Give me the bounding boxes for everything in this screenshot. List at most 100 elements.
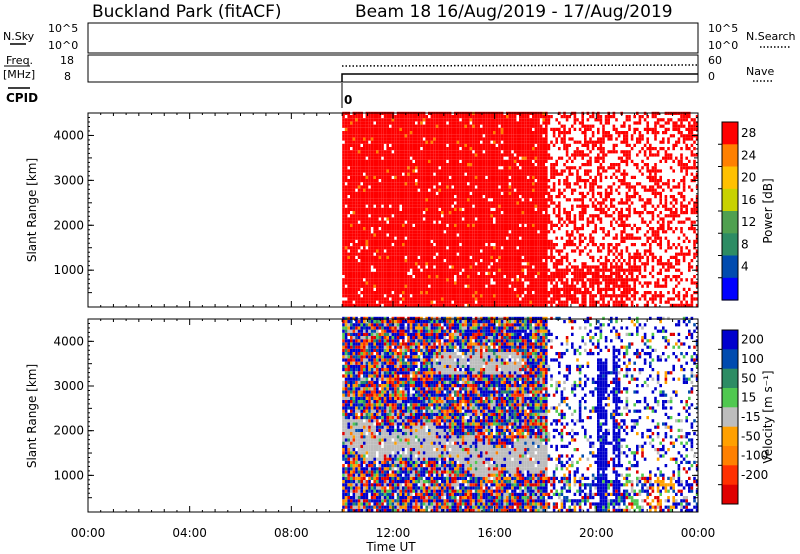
data-cell bbox=[389, 147, 392, 150]
data-cell bbox=[516, 189, 519, 192]
data-cell bbox=[509, 265, 512, 268]
data-cell bbox=[485, 198, 488, 201]
data-cell bbox=[509, 256, 512, 259]
data-cell bbox=[358, 169, 361, 172]
data-cell bbox=[449, 224, 452, 227]
data-cell bbox=[376, 160, 379, 163]
data-cell bbox=[423, 278, 426, 281]
data-cell bbox=[451, 195, 454, 198]
data-cell bbox=[537, 134, 540, 137]
data-cell bbox=[490, 288, 493, 291]
data-cell bbox=[555, 291, 558, 294]
data-cell bbox=[522, 157, 525, 160]
data-cell bbox=[381, 166, 384, 169]
data-cell bbox=[412, 253, 415, 256]
data-cell bbox=[342, 262, 345, 265]
data-cell bbox=[506, 275, 509, 278]
data-cell bbox=[436, 217, 439, 220]
data-cell bbox=[381, 131, 384, 134]
data-cell bbox=[446, 249, 449, 252]
data-cell bbox=[384, 173, 387, 176]
data-cell bbox=[475, 163, 478, 166]
data-cell bbox=[535, 217, 538, 220]
data-cell bbox=[360, 134, 363, 137]
data-cell bbox=[454, 211, 457, 214]
data-cell bbox=[477, 118, 480, 121]
data-cell bbox=[386, 166, 389, 169]
data-cell bbox=[579, 214, 582, 217]
data-cell bbox=[412, 301, 415, 304]
data-cell bbox=[446, 176, 449, 179]
data-cell bbox=[425, 141, 428, 144]
data-cell bbox=[425, 128, 428, 131]
data-cell bbox=[355, 230, 358, 233]
data-cell bbox=[472, 176, 475, 179]
data-cell bbox=[470, 285, 473, 288]
data-cell bbox=[490, 128, 493, 131]
data-cell bbox=[410, 221, 413, 224]
data-cell bbox=[371, 211, 374, 214]
data-cell bbox=[410, 249, 413, 252]
data-cell bbox=[529, 166, 532, 169]
data-cell bbox=[358, 208, 361, 211]
data-cell bbox=[436, 256, 439, 259]
data-cell bbox=[420, 118, 423, 121]
data-cell bbox=[376, 269, 379, 272]
data-cell bbox=[529, 169, 532, 172]
data-cell bbox=[516, 265, 519, 268]
data-cell bbox=[425, 237, 428, 240]
data-cell bbox=[436, 141, 439, 144]
data-cell bbox=[433, 176, 436, 179]
data-cell bbox=[485, 125, 488, 128]
data-cell bbox=[444, 185, 447, 188]
data-cell bbox=[410, 182, 413, 185]
data-cell bbox=[423, 288, 426, 291]
data-cell bbox=[423, 173, 426, 176]
data-cell bbox=[462, 157, 465, 160]
data-cell bbox=[475, 249, 478, 252]
data-cell bbox=[355, 198, 358, 201]
sky-panel: N.Sky 10^5 10^0 10^5 10^0 N.Search bbox=[3, 22, 796, 53]
data-cell bbox=[386, 256, 389, 259]
data-cell bbox=[418, 153, 421, 156]
data-cell bbox=[501, 278, 504, 281]
data-cell bbox=[498, 150, 501, 153]
data-cell bbox=[537, 224, 540, 227]
data-cell bbox=[506, 214, 509, 217]
data-cell bbox=[475, 198, 478, 201]
data-cell bbox=[506, 249, 509, 252]
data-cell bbox=[444, 275, 447, 278]
data-cell bbox=[540, 253, 543, 256]
data-cell bbox=[485, 163, 488, 166]
data-cell bbox=[519, 217, 522, 220]
data-cell bbox=[485, 160, 488, 163]
data-cell bbox=[488, 125, 491, 128]
data-cell bbox=[524, 176, 527, 179]
data-cell bbox=[509, 269, 512, 272]
data-cell bbox=[368, 237, 371, 240]
data-cell bbox=[514, 195, 517, 198]
data-cell bbox=[506, 224, 509, 227]
data-cell bbox=[444, 195, 447, 198]
data-cell bbox=[418, 224, 421, 227]
data-cell bbox=[438, 262, 441, 265]
data-cell bbox=[529, 253, 532, 256]
data-cell bbox=[386, 285, 389, 288]
data-cell bbox=[345, 265, 348, 268]
data-cell bbox=[420, 131, 423, 134]
data-cell bbox=[514, 173, 517, 176]
data-cell bbox=[498, 121, 501, 124]
data-cell bbox=[392, 230, 395, 233]
data-cell bbox=[399, 195, 402, 198]
data-cell bbox=[407, 150, 410, 153]
data-cell bbox=[553, 256, 556, 259]
data-cell bbox=[363, 227, 366, 230]
data-cell bbox=[496, 237, 499, 240]
data-cell bbox=[410, 128, 413, 131]
data-cell bbox=[529, 240, 532, 243]
data-cell bbox=[490, 224, 493, 227]
data-cell bbox=[342, 198, 345, 201]
data-cell bbox=[485, 256, 488, 259]
data-cell bbox=[563, 141, 566, 144]
data-cell bbox=[470, 253, 473, 256]
